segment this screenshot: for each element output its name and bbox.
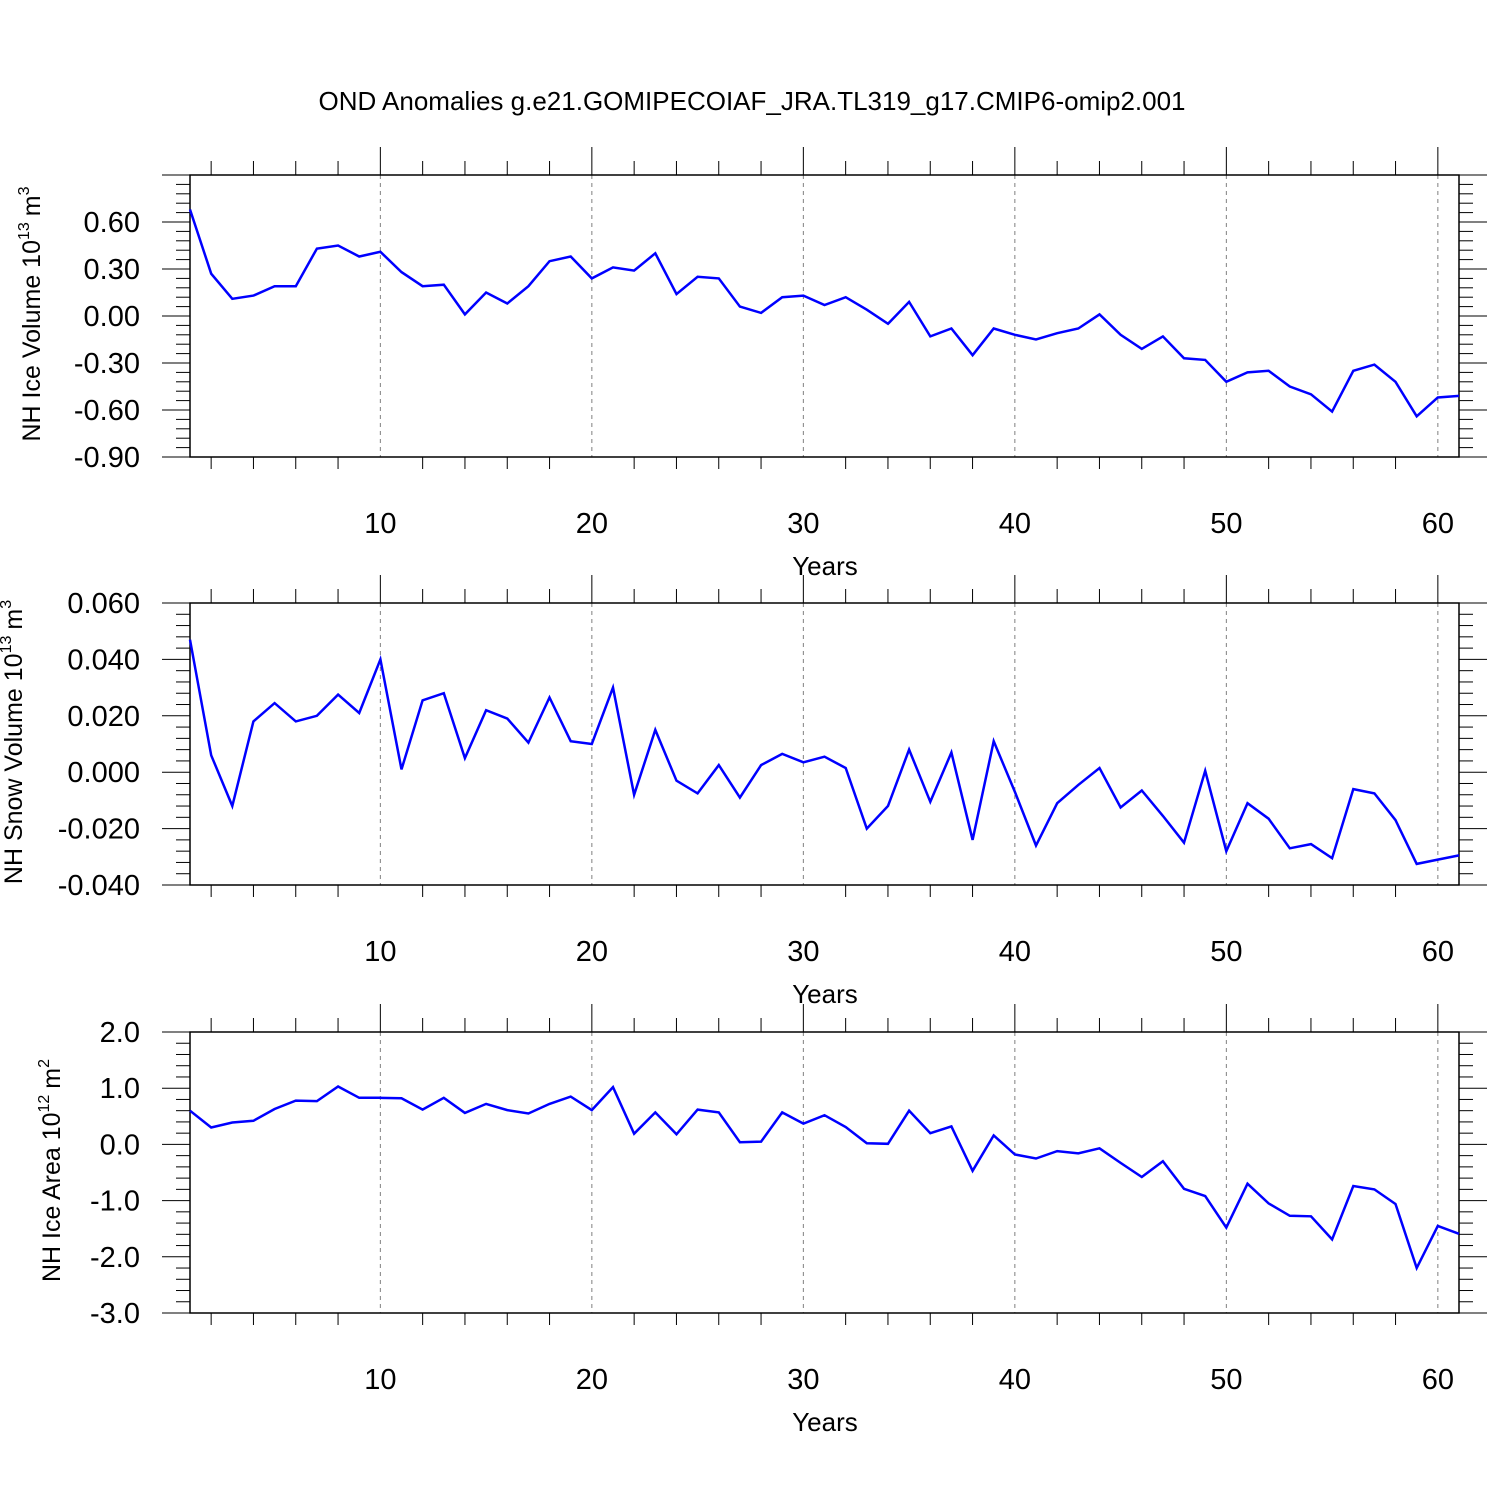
y-tick-label: -3.0 [90,1298,140,1330]
panel-1: 0.60 0.30 0.00 -0.30 -0.60 -0.90 10 20 30 40 50 60 Y… [16,147,1487,581]
y-tick-label: 0.020 [67,701,140,733]
panel-2: 0.060 0.040 0.020 0.000 -0.020 -0.040 10 20 30 40… [0,575,1487,1009]
x-tick-label: 20 [576,508,608,540]
y-tick-label: 2.0 [100,1017,140,1049]
y-tick-label: -2.0 [90,1242,140,1274]
y-tick-label: 0.30 [84,254,140,286]
y-tick-label: 1.0 [100,1073,140,1105]
y-tick-label: -0.90 [74,442,140,474]
y-axis-label: NH Snow Volume 1013m3 [0,600,28,884]
plot-frame [189,602,1460,886]
plot-frame [189,174,1460,458]
x-tick-label: 40 [999,508,1031,540]
y-tick-label: 0.040 [67,644,140,676]
y-axis-label: NH Ice Area 1012m2 [36,1059,66,1282]
x-tick-label: 50 [1210,508,1242,540]
series-line [188,639,1460,866]
series-line [188,209,1460,419]
y-tick-label: -0.60 [74,395,140,427]
y-tick-label: 0.60 [84,207,140,239]
y-tick-label: 0.00 [84,301,140,333]
x-tick-label: 60 [1422,508,1454,540]
x-tick-label: 60 [1422,1364,1454,1396]
y-tick-label: 0.0 [100,1129,140,1161]
x-tick-label: 40 [999,936,1031,968]
y-tick-label: 0.000 [67,757,140,789]
x-tick-label: 30 [787,936,819,968]
x-tick-label: 10 [364,508,396,540]
x-tick-label: 40 [999,1364,1031,1396]
chart-title: OND Anomalies g.e21.GOMIPECOIAF_JRA.TL31… [318,86,1185,116]
y-tick-label: 0.060 [67,588,140,620]
x-tick-label: 50 [1210,936,1242,968]
y-tick-label: -0.040 [58,870,140,902]
x-tick-label: 10 [364,936,396,968]
x-tick-label: 60 [1422,936,1454,968]
x-axis-label: Years [792,551,858,581]
y-tick-label: -1.0 [90,1186,140,1218]
plot-frame [189,1031,1460,1314]
x-tick-label: 10 [364,1364,396,1396]
x-tick-label: 30 [787,508,819,540]
x-tick-label: 20 [576,1364,608,1396]
series-line [189,1084,1460,1272]
y-tick-label: -0.30 [74,348,140,380]
y-axis-label: NH Ice Volume 1013m3 [16,186,46,441]
y-tick-label: -0.020 [58,814,140,846]
x-axis-label: Years [792,1407,858,1437]
panel-3: 2.0 1.0 0.0 -1.0 -2.0 -3.0 10 20 30 40 50 60 Years NH… [36,1004,1487,1437]
x-tick-label: 30 [787,1364,819,1396]
x-tick-label: 50 [1210,1364,1242,1396]
x-tick-label: 20 [576,936,608,968]
x-axis-label: Years [792,979,858,1009]
